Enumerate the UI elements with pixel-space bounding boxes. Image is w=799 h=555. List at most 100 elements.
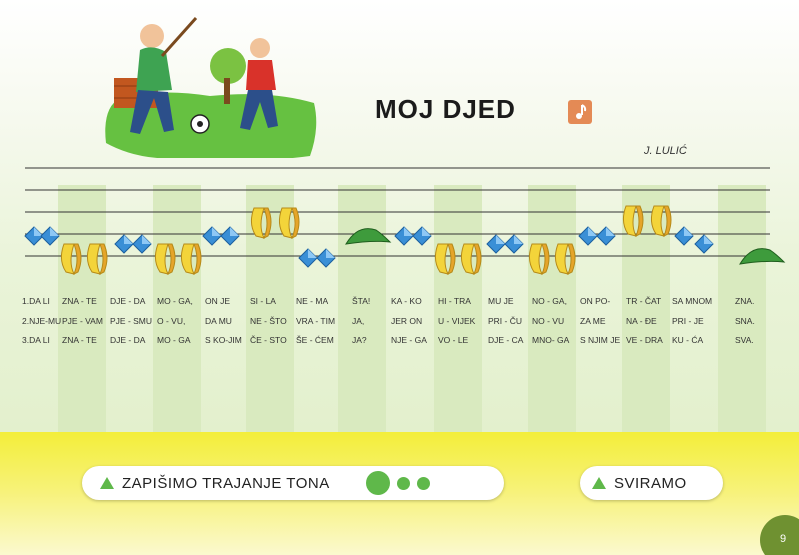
note-quarter-icon	[412, 226, 432, 246]
lyric-syllable: DA MU	[205, 315, 232, 326]
lyric-column: ZNA. SNA. SVA.	[735, 292, 755, 351]
column-band	[434, 185, 482, 435]
lyric-syllable: NA - ĐE	[626, 315, 657, 326]
note-half-icon	[180, 243, 202, 275]
lyric-syllable: TR - ČAT	[626, 296, 662, 306]
note-half-icon	[460, 243, 482, 275]
note-quarter-icon	[674, 226, 694, 246]
note-quarter-icon	[202, 226, 222, 246]
lyric-column: SA MNOM PRI - JE KU - ĆA	[672, 292, 712, 351]
note-half-icon	[154, 243, 176, 275]
lyric-syllable: KU - ĆA	[672, 335, 704, 345]
note-half-icon	[528, 243, 550, 275]
lyric-syllable: MU JE	[488, 296, 514, 306]
lyric-syllable: NO - VU	[532, 315, 565, 326]
lyric-syllable: MO - GA,	[157, 296, 193, 306]
column-band	[338, 185, 386, 435]
note-quarter-icon	[40, 226, 60, 246]
note-half-icon	[434, 243, 456, 275]
note-half-icon	[86, 243, 108, 275]
lyric-column: ON JE DA MU S KO-JIM	[205, 292, 242, 351]
lyric-syllable: ON JE	[205, 296, 231, 306]
dot-small-icon	[396, 476, 410, 490]
lyric-syllable: PRI - JE	[672, 315, 704, 326]
lyric-column: NE - MA VRA - TIM ŠE - ĆEM	[296, 292, 335, 351]
note-half-icon	[650, 205, 672, 237]
play-button[interactable]: SVIRAMO	[580, 466, 723, 500]
column-band	[58, 185, 106, 435]
lyric-syllable: S KO-JIM	[205, 335, 242, 345]
note-quarter-icon	[578, 226, 598, 246]
notation-exercise-button[interactable]: ZAPIŠIMO TRAJANJE TONA	[82, 466, 504, 500]
lyric-column: MO - GA, O - VU, MO - GA	[157, 292, 193, 351]
note-half-icon	[622, 205, 644, 237]
note-half-icon	[278, 207, 300, 239]
note-half-icon	[554, 243, 576, 275]
audio-note-icon[interactable]	[568, 100, 592, 124]
note-quarter-icon	[486, 234, 506, 254]
lyric-column: ON PO- ZA ME S NJIM JE	[580, 292, 620, 351]
lyric-syllable: DJE - DA	[110, 296, 146, 306]
lyric-column: TR - ČAT NA - ĐE VE - DRA	[626, 292, 663, 351]
lyric-column: 1.DA LI 2.NJE-MU 3.DA LI	[22, 292, 61, 351]
note-half-icon	[60, 243, 82, 275]
lyric-syllable: ZNA - TE	[62, 296, 97, 306]
lyric-syllable: SA MNOM	[672, 296, 713, 306]
lyric-syllable: ŠE - ĆEM	[296, 335, 334, 345]
lyric-syllable: JA?	[352, 335, 367, 345]
lyric-column: DJE - DA PJE - SMU DJE - DA	[110, 292, 152, 351]
lyric-syllable: NE - MA	[296, 296, 329, 306]
note-rest-hat-icon	[345, 228, 391, 245]
lyric-syllable: JA,	[352, 315, 365, 326]
lyric-syllable: ZNA.	[735, 296, 755, 306]
note-quarter-icon	[220, 226, 240, 246]
lyric-syllable: VE - DRA	[626, 335, 663, 345]
column-band	[528, 185, 576, 435]
lyric-syllable: PJE - SMU	[110, 315, 153, 326]
lyric-column: MU JE PRI - ČU DJE - CA	[488, 292, 523, 351]
lyric-syllable: 2.NJE-MU	[22, 315, 62, 326]
lyric-column: HI - TRA U - VIJEK VO - LE	[438, 292, 475, 351]
note-quarter-icon	[114, 234, 134, 254]
column-band	[718, 185, 766, 435]
lyric-syllable: ŠTA!	[352, 296, 371, 306]
lyric-syllable: DJE - DA	[110, 335, 146, 345]
note-quarter-icon	[298, 248, 318, 268]
dot-large-icon	[365, 471, 390, 495]
lyric-syllable: JER ON	[391, 315, 423, 326]
column-band	[153, 185, 201, 435]
lyric-syllable: HI - TRA	[438, 296, 471, 306]
lyric-syllable: MO - GA	[157, 335, 191, 345]
dot-small-icon	[416, 476, 430, 490]
play-triangle-icon	[100, 477, 114, 489]
lyric-syllable: PRI - ČU	[488, 315, 522, 326]
lyric-syllable: SNA.	[735, 315, 755, 326]
dot-indicator	[365, 471, 430, 495]
song-title: MOJ DJED	[375, 94, 516, 124]
lyric-syllable: MNO- GA	[532, 335, 570, 345]
lyric-syllable: NJE - GA	[391, 335, 427, 345]
grandpa-illustration	[105, 16, 317, 158]
page-number: 9	[780, 533, 787, 545]
lyric-column: NO - GA, NO - VU MNO- GA	[532, 292, 569, 351]
note-quarter-icon	[316, 248, 336, 268]
lyric-syllable: NO - GA,	[532, 296, 567, 306]
lyric-syllable: ZNA - TE	[62, 335, 97, 345]
lyric-column: SI - LA NE - ŠTO ČE - STO	[250, 292, 287, 351]
lyric-column: ZNA - TE PJE - VAM ZNA - TE	[62, 292, 103, 351]
lyric-syllable: PJE - VAM	[62, 315, 103, 326]
song-author: J. LULIĆ	[644, 145, 687, 157]
lyric-syllable: ČE - STO	[250, 335, 287, 345]
lyric-syllable: SVA.	[735, 335, 754, 345]
note-half-icon	[250, 207, 272, 239]
lyric-syllable: 3.DA LI	[22, 335, 50, 345]
lyric-syllable: SI - LA	[250, 296, 276, 306]
page-number-badge: 9	[760, 515, 799, 555]
lyric-syllable: VO - LE	[438, 335, 469, 345]
note-quarter-icon	[132, 234, 152, 254]
note-rest-hat-icon	[739, 248, 785, 265]
lyric-syllable: DJE - CA	[488, 335, 524, 345]
play-label: SVIRAMO	[614, 474, 687, 492]
play-triangle-icon	[592, 477, 606, 489]
